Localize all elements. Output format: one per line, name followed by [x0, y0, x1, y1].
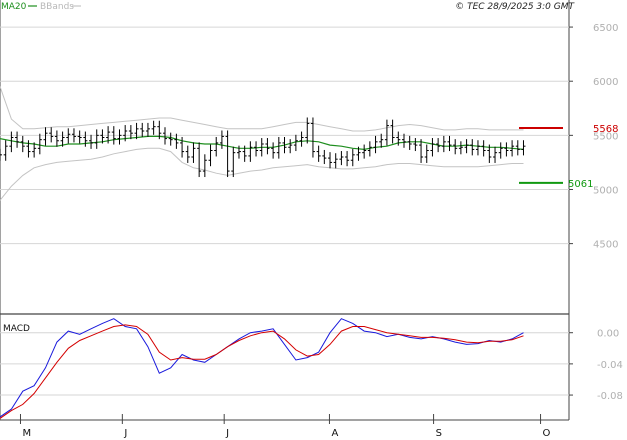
- macd-y-tick-label: -0.08: [597, 391, 623, 402]
- legend-ma20: MA20: [1, 2, 27, 12]
- price-y-tick-label: 6500: [593, 23, 618, 34]
- x-tick-label: S: [436, 428, 442, 439]
- chart-frame: [0, 0, 570, 421]
- resistance-level-label: 5568: [593, 124, 618, 135]
- price-y-tick-label: 5000: [593, 185, 618, 196]
- bbands-lower-line: [0, 147, 524, 201]
- x-tick-label: M: [22, 428, 31, 439]
- macd-y-tick-label: 0.00: [597, 329, 619, 340]
- macd-panel-title: MACD: [3, 324, 30, 334]
- signal-line: [0, 324, 524, 419]
- legend: MA20 BBands: [1, 2, 81, 12]
- x-tick-label: A: [331, 428, 338, 439]
- price-y-tick-label: 5500: [593, 131, 618, 142]
- x-tick-label: J: [225, 428, 229, 439]
- price-y-tick-label: 4500: [593, 240, 618, 251]
- legend-bbands: BBands: [40, 2, 74, 12]
- bbands-upper-line: [0, 86, 524, 132]
- x-tick-label: J: [123, 428, 127, 439]
- support-level-label: 5061: [568, 179, 593, 190]
- macd-series: [0, 318, 524, 419]
- price-gridlines: [0, 26, 569, 245]
- price-levels: 5568 5061: [519, 124, 618, 190]
- price-y-axis: 6500 6000 5500 5000 4500: [569, 23, 618, 251]
- macd-y-axis: 0.00 -0.04 -0.08: [569, 329, 623, 402]
- macd-line: [0, 318, 524, 418]
- price-y-tick-label: 6000: [593, 77, 618, 88]
- copyright-timestamp: © TEC 28/9/2025 3:0 GMT: [455, 2, 575, 12]
- macd-y-tick-label: -0.04: [597, 360, 623, 371]
- price-ohlc-bars: [0, 117, 526, 178]
- macd-gridlines: [0, 332, 569, 396]
- x-tick-label: O: [543, 428, 551, 439]
